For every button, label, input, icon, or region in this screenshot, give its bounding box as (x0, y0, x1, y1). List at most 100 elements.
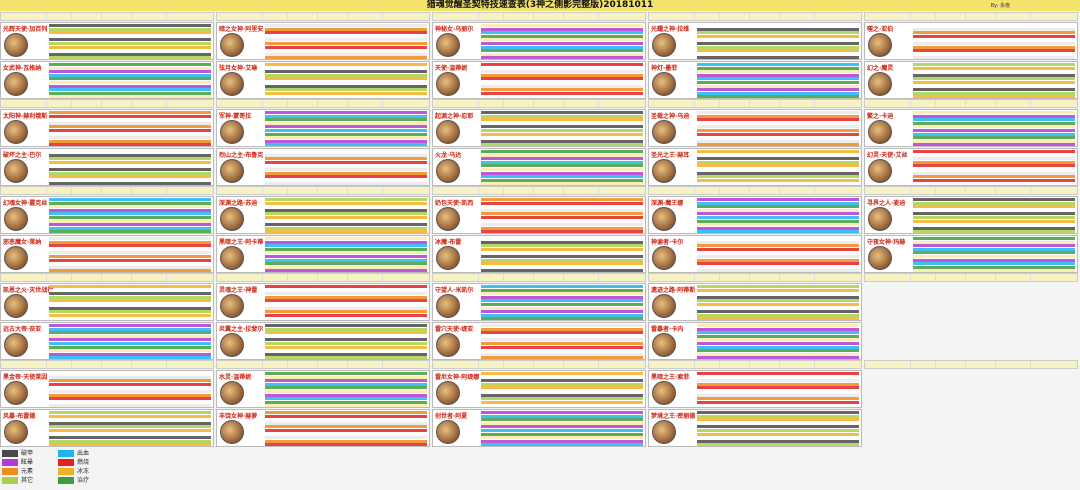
skill-row (481, 171, 643, 175)
skill-row (913, 175, 1075, 179)
header-cell (1030, 13, 1031, 20)
header-cell (101, 361, 102, 368)
skill-row (265, 295, 427, 299)
skill-row (481, 38, 643, 42)
skill-row (481, 237, 643, 240)
avatar (4, 420, 28, 444)
header-cell (965, 187, 966, 194)
avatar (220, 207, 244, 231)
skill-row (697, 386, 859, 390)
skill-row (49, 411, 211, 414)
skill-row (49, 160, 211, 164)
hero-card: 冰魔·布雷 (432, 235, 646, 273)
skill-row (697, 292, 859, 296)
skill-row (481, 295, 643, 299)
skill-row (913, 160, 1075, 164)
header-cell (317, 100, 318, 107)
skill-row (481, 73, 643, 77)
skill-row (265, 269, 427, 273)
header-cell (317, 187, 318, 194)
legend-swatch (58, 477, 74, 484)
header-cell (382, 13, 383, 20)
skill-row (49, 331, 211, 335)
skill-row (697, 334, 859, 338)
header-cell (598, 13, 599, 20)
hero-name: 噬之·亚伯 (867, 26, 894, 33)
skill-row (697, 81, 859, 84)
avatar (868, 207, 892, 231)
hero-card: 丰饶女神·赫萝 (216, 409, 430, 447)
avatar (436, 159, 460, 183)
avatar (652, 381, 676, 405)
header-cell (478, 274, 479, 281)
hero-card: 神秘女·乌丽尔 (432, 22, 646, 60)
skill-row (49, 310, 211, 314)
skill-row (697, 317, 859, 321)
skill-row (49, 372, 211, 375)
header-cell (935, 100, 936, 107)
skill-row (481, 436, 643, 440)
avatar (652, 33, 676, 57)
skill-row (913, 265, 1075, 269)
skill-row (49, 24, 211, 27)
header-cell (1030, 100, 1031, 107)
avatar (220, 294, 244, 318)
skill-row (265, 198, 427, 201)
skill-row (49, 295, 211, 299)
header-cell (749, 13, 750, 20)
header-cell (287, 100, 288, 107)
hero-card: 烈山之主·布鲁克 (216, 148, 430, 186)
hero-card: 黑暗之王·索菲 (648, 370, 862, 408)
skill-row (481, 84, 643, 88)
legend-swatch (58, 450, 74, 457)
skill-row (265, 429, 427, 432)
skill-row (913, 237, 1075, 240)
skill-row (913, 251, 1075, 255)
hero-card: 守望人·米凯尔 (432, 283, 646, 321)
avatar (868, 120, 892, 144)
skill-row (49, 226, 211, 230)
header-cell (533, 361, 534, 368)
skill-row (265, 342, 427, 345)
skill-row (265, 349, 427, 353)
skill-row (265, 95, 427, 99)
skill-row (481, 143, 643, 147)
header-cell (719, 187, 720, 194)
skill-row (697, 379, 859, 383)
hero-name: 水灵·温蒂妮 (219, 374, 252, 381)
header-cell (910, 274, 911, 281)
skill-row (49, 356, 211, 360)
header-cell (347, 100, 348, 107)
header-cell (533, 13, 534, 20)
skill-row (265, 404, 427, 408)
hero-name: 梦境之王·密丽德 (651, 413, 696, 420)
header-cell (166, 13, 167, 20)
title-bar: 猎魂觉醒圣契特技速查表(3神之侧影完整版)20181011 By: 永夜 (0, 0, 1080, 11)
skill-row (481, 153, 643, 157)
skill-row (49, 219, 211, 223)
avatar (4, 381, 28, 405)
header-cell (262, 13, 263, 20)
skill-row (49, 42, 211, 45)
skill-row (913, 121, 1075, 125)
skill-row (481, 400, 643, 404)
skill-row (481, 208, 643, 212)
skill-row (697, 338, 859, 342)
skill-row (697, 52, 859, 56)
skill-row (49, 63, 211, 66)
table-header (0, 186, 214, 195)
header-cell (598, 100, 599, 107)
skill-row (265, 88, 427, 92)
skill-row (49, 73, 211, 77)
table-header (648, 273, 862, 282)
skill-row (913, 63, 1075, 66)
skill-row (49, 81, 211, 84)
avatar (652, 120, 676, 144)
skill-row (265, 63, 427, 66)
skill-row (49, 139, 211, 143)
table-header (648, 12, 862, 21)
header-cell (779, 100, 780, 107)
header-cell (814, 187, 815, 194)
skill-row (913, 66, 1075, 70)
skill-row (697, 129, 859, 132)
